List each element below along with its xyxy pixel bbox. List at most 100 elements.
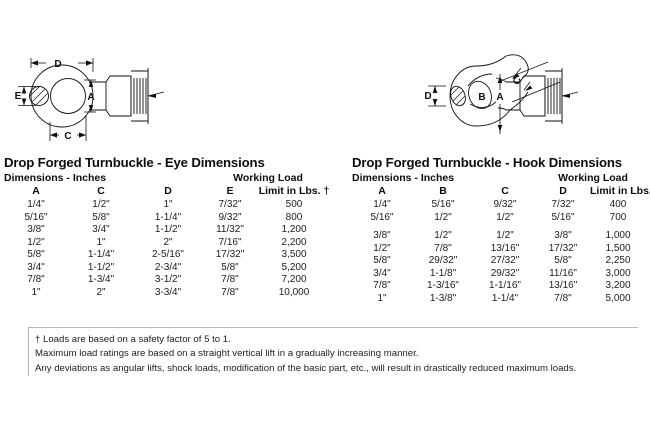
table-cell: 1,200 <box>281 224 307 236</box>
table-row: 1/4" 5/16" 9/32" 7/32" 400 <box>352 199 646 212</box>
table-cell: 9/32" <box>218 211 242 223</box>
table-cell: 29/32" <box>490 267 520 279</box>
table-cell: 17/32" <box>215 249 245 261</box>
table-cell: 2" <box>163 236 173 248</box>
eye-table-subheader: Dimensions - Inches Working Load <box>4 172 330 185</box>
table-cell: 2,250 <box>605 255 631 267</box>
table-cell: 1/2" <box>434 230 452 242</box>
table-cell: 7/32" <box>551 199 575 210</box>
table-cell: 5/16" <box>370 211 394 223</box>
table-cell: 1-1/4" <box>154 211 182 223</box>
table-cell: 1-1/16" <box>489 280 521 292</box>
table-cell: 1" <box>96 236 106 248</box>
table-cell: 5/8" <box>27 249 45 261</box>
footnotes-block: † Loads are based on a safety factor of … <box>28 327 638 377</box>
hook-col-header-d: D <box>559 185 567 197</box>
table-cell: 1" <box>377 292 387 304</box>
hook-table-subheader: Dimensions - Inches Working Load <box>352 172 646 185</box>
table-cell: 7/8" <box>221 286 239 298</box>
table-cell: 1" <box>31 286 41 298</box>
table-cell: 1/2" <box>434 211 452 223</box>
table-cell: 7/8" <box>221 274 239 286</box>
eye-col-header-working-load: Limit in Lbs. † <box>258 185 330 197</box>
table-cell: 7/8" <box>373 280 391 292</box>
table-cell: 1" <box>163 199 173 210</box>
hook-col-header-c: C <box>501 185 509 197</box>
table-row: 3/8" 1/2" 1/2" 3/8" 1,000 <box>352 224 646 243</box>
table-cell: 5,200 <box>281 261 307 273</box>
table-cell: 10,000 <box>278 286 310 298</box>
table-cell: 5/16" <box>431 199 455 210</box>
hook-dim-label-b: B <box>478 92 485 103</box>
table-cell: 1/4" <box>27 199 45 210</box>
eye-col-header-d: D <box>164 185 172 197</box>
eye-dimensions-table: A C D E Limit in Lbs. † 1/4" 1/2" 1" 7/32" 5… <box>4 185 330 299</box>
hook-table-header-row: A B C D Limit in Lbs. † <box>352 185 650 199</box>
table-row: 1/4" 1/2" 1" 7/32" 500 <box>4 199 330 212</box>
table-cell: 5/8" <box>554 255 572 267</box>
table-cell: 1/4" <box>373 199 391 210</box>
turnbuckle-eye-end-drawing: D C E <box>6 38 196 158</box>
table-cell: 17/32" <box>548 242 578 254</box>
table-cell: 7/8" <box>554 292 572 304</box>
eye-dim-label-c: C <box>64 131 71 142</box>
eye-working-load-label-line1: Working Load <box>233 172 303 184</box>
table-cell: 400 <box>609 199 627 210</box>
footnote-2: Maximum load ratings are based on a stra… <box>35 348 419 360</box>
table-cell: 1-1/2" <box>154 224 182 236</box>
hook-dim-label-a: A <box>496 92 503 103</box>
hook-col-header-working-load: Limit in Lbs. † <box>590 185 650 197</box>
table-cell: 9/32" <box>493 199 517 210</box>
hook-dimensions-units-label: Dimensions - Inches <box>352 172 455 184</box>
table-cell: 13/16" <box>548 280 578 292</box>
table-cell: 1/2" <box>496 230 514 242</box>
table-cell: 1-1/8" <box>429 267 457 279</box>
table-row: 5/8" 1-1/4" 2-5/16" 17/32" 3,500 <box>4 249 330 262</box>
table-cell: 13/16" <box>490 242 520 254</box>
eye-table-header-row: A C D E Limit in Lbs. † <box>4 185 330 199</box>
eye-dimensions-table-block: Drop Forged Turnbuckle - Eye Dimensions … <box>4 155 330 299</box>
table-cell: 1/2" <box>496 211 514 223</box>
table-cell: 3,500 <box>281 249 307 261</box>
eye-dim-label-e: E <box>15 91 22 102</box>
table-cell: 1-3/8" <box>429 292 457 304</box>
table-row: 3/4" 1-1/8" 29/32" 11/16" 3,000 <box>352 268 646 281</box>
table-cell: 2-3/4" <box>154 261 182 273</box>
table-cell: 7/8" <box>27 274 45 286</box>
hook-table-title: Drop Forged Turnbuckle - Hook Dimensions <box>352 155 622 170</box>
table-cell: 3/8" <box>27 224 45 236</box>
table-row: 1" 2" 3-3/4" 7/8" 10,000 <box>4 287 330 300</box>
table-cell: 1-1/4" <box>491 292 519 304</box>
table-cell: 1-3/16" <box>427 280 459 292</box>
hook-col-header-b: B <box>439 185 447 197</box>
table-row: 7/8" 1-3/4" 3-1/2" 7/8" 7,200 <box>4 274 330 287</box>
table-cell: 2" <box>96 286 106 298</box>
table-row: 7/8" 1-3/16" 1-1/16" 13/16" 3,200 <box>352 280 646 293</box>
eye-col-header-e: E <box>226 185 234 197</box>
hook-table-body: 1/4" 5/16" 9/32" 7/32" 400 5/16" 1/2" 1/2" 5/16"… <box>352 199 646 305</box>
hook-working-load-label-line1: Working Load <box>558 172 628 184</box>
eye-col-header-c: C <box>97 185 105 197</box>
table-cell: 5/8" <box>92 211 110 223</box>
hook-dimensions-table: A B C D Limit in Lbs. † 1/4"5/16"9/32"7/… <box>352 185 650 305</box>
table-cell: 3-3/4" <box>154 286 182 298</box>
table-cell: 1-3/4" <box>87 274 115 286</box>
table-cell: 3,200 <box>605 280 631 292</box>
table-cell: 5/8" <box>221 261 239 273</box>
table-cell: 500 <box>285 199 303 210</box>
table-row: 3/4" 1-1/2" 2-3/4" 5/8" 5,200 <box>4 262 330 275</box>
table-cell: 5/8" <box>373 255 391 267</box>
eye-dim-label-a: A <box>87 92 94 103</box>
table-cell: 2-5/16" <box>152 249 184 261</box>
table-cell: 29/32" <box>428 255 458 267</box>
table-cell: 1/2" <box>92 199 110 210</box>
table-cell: 1-1/2" <box>87 261 115 273</box>
table-cell: 7/8" <box>434 242 452 254</box>
eye-dim-label-d: D <box>54 59 61 70</box>
table-cell: 3/8" <box>373 230 391 242</box>
eye-table-body: 1/4" 1/2" 1" 7/32" 500 5/16" 5/8" 1-1/4" 9/32" 80… <box>4 199 330 299</box>
table-cell: 7/16" <box>218 236 242 248</box>
table-cell: 1,500 <box>605 242 631 254</box>
table-row: 3/8" 3/4" 1-1/2" 11/32" 1,200 <box>4 224 330 237</box>
table-cell: 3/4" <box>373 267 391 279</box>
